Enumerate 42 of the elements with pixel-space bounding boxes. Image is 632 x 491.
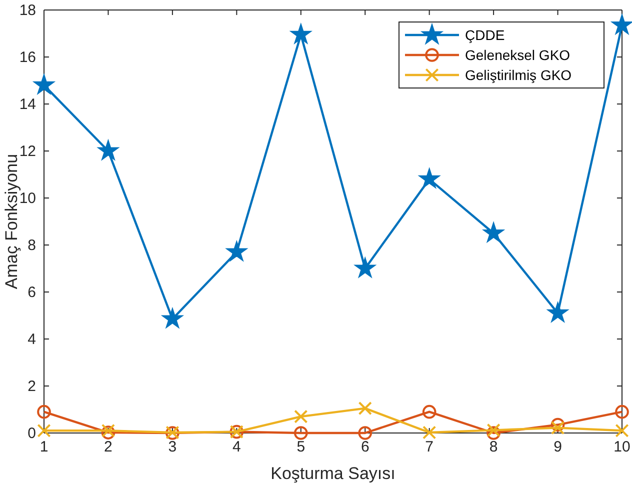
point xyxy=(422,426,436,440)
y-tick-label: 10 xyxy=(19,190,36,207)
point xyxy=(34,75,54,94)
x-tick-label: 8 xyxy=(489,438,498,456)
y-tick-label: 6 xyxy=(28,284,36,301)
point xyxy=(294,426,308,440)
x-tick-label: 9 xyxy=(554,438,562,456)
point xyxy=(37,404,51,419)
point xyxy=(486,423,500,437)
x-axis-title: Koşturma Sayısı xyxy=(270,464,396,483)
x-tick-label: 3 xyxy=(168,438,177,456)
point xyxy=(486,426,500,440)
point xyxy=(294,410,308,424)
point xyxy=(358,402,372,416)
point xyxy=(615,424,629,438)
point xyxy=(422,404,436,419)
x-tick-label: 2 xyxy=(104,438,112,456)
point xyxy=(37,424,51,438)
point xyxy=(550,421,565,435)
y-tick-label: 0 xyxy=(28,424,36,442)
y-tick-label: 2 xyxy=(28,378,36,395)
y-tick-label: 14 xyxy=(19,96,36,113)
point xyxy=(420,169,439,188)
point xyxy=(358,426,372,440)
x-tick-label: 5 xyxy=(296,438,306,456)
x-tick-label: 10 xyxy=(614,438,630,456)
y-axis-title: Amaç Fonksiyonu xyxy=(2,154,21,290)
x-tick-label: 1 xyxy=(40,438,48,456)
y-tick-label: 16 xyxy=(19,48,36,66)
legend-label: ÇDDE xyxy=(465,27,505,43)
x-tick-label: 6 xyxy=(360,438,370,456)
point xyxy=(550,418,565,432)
legend-label: Geliştirilmiş GKO xyxy=(465,67,572,83)
point xyxy=(612,15,632,34)
x-tick-label: 7 xyxy=(425,438,434,456)
point xyxy=(615,404,629,419)
legend-label: Geleneksel GKO xyxy=(465,47,570,63)
x-tick-label: 4 xyxy=(232,438,241,456)
y-tick-label: 8 xyxy=(28,236,36,254)
y-tick-label: 12 xyxy=(19,142,36,160)
y-tick-label: 18 xyxy=(19,2,36,19)
y-tick-label: 4 xyxy=(28,330,36,348)
